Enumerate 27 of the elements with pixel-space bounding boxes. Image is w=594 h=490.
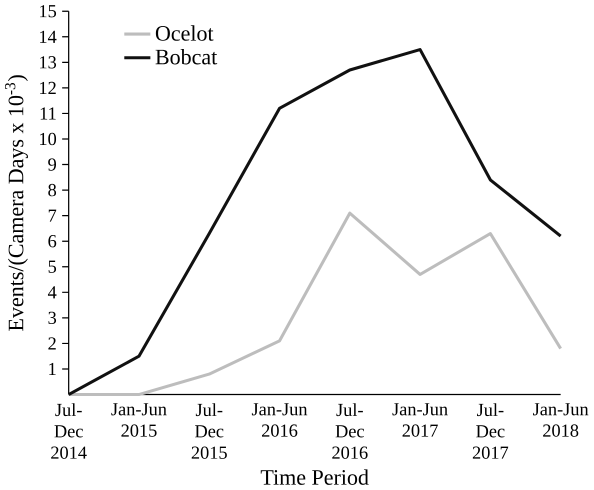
y-tick-label: 4 (48, 286, 56, 298)
y-axis-title: Events/(Camera Days x 10$^{-3}$) (5, 75, 28, 331)
y-tick-label: 11 (40, 107, 56, 120)
y-tick-label: 3 (48, 312, 56, 324)
x-tick-label: Jul-Dec 2017 (472, 403, 508, 459)
y-tick-label: 15 (40, 5, 56, 18)
y-tick-label: 9 (48, 158, 56, 171)
x-tick-label: Jan-Jun 2018 (533, 403, 588, 437)
y-tick-label: 10 (40, 132, 56, 146)
y-tick-label: 7 (48, 210, 56, 222)
y-tick-label: 6 (48, 235, 56, 248)
y-tick-label: 1 (49, 362, 56, 376)
y-tick-label: 14 (40, 30, 56, 43)
x-tick-label: Jul-Dec 2016 (332, 403, 368, 459)
y-tick-label: 5 (48, 260, 56, 273)
legend-label: Ocelot (156, 25, 214, 41)
y-tick-label: 8 (48, 184, 56, 196)
legend-label: Bobcat (156, 49, 218, 64)
x-tick-label: Jan-Jun 2016 (252, 403, 308, 437)
x-axis-title: Time Period (260, 469, 369, 485)
y-tick-label: 12 (40, 82, 56, 94)
y-tick-label: 13 (40, 56, 56, 69)
x-tick-label: Jul-Dec 2015 (192, 403, 227, 459)
x-tick-label: Jan-Jun 2017 (392, 403, 448, 437)
x-tick-label: Jul-Dec 2014 (51, 403, 87, 459)
y-tick-label: 2 (48, 337, 56, 350)
x-tick-label: Jan-Jun 2015 (111, 403, 167, 437)
